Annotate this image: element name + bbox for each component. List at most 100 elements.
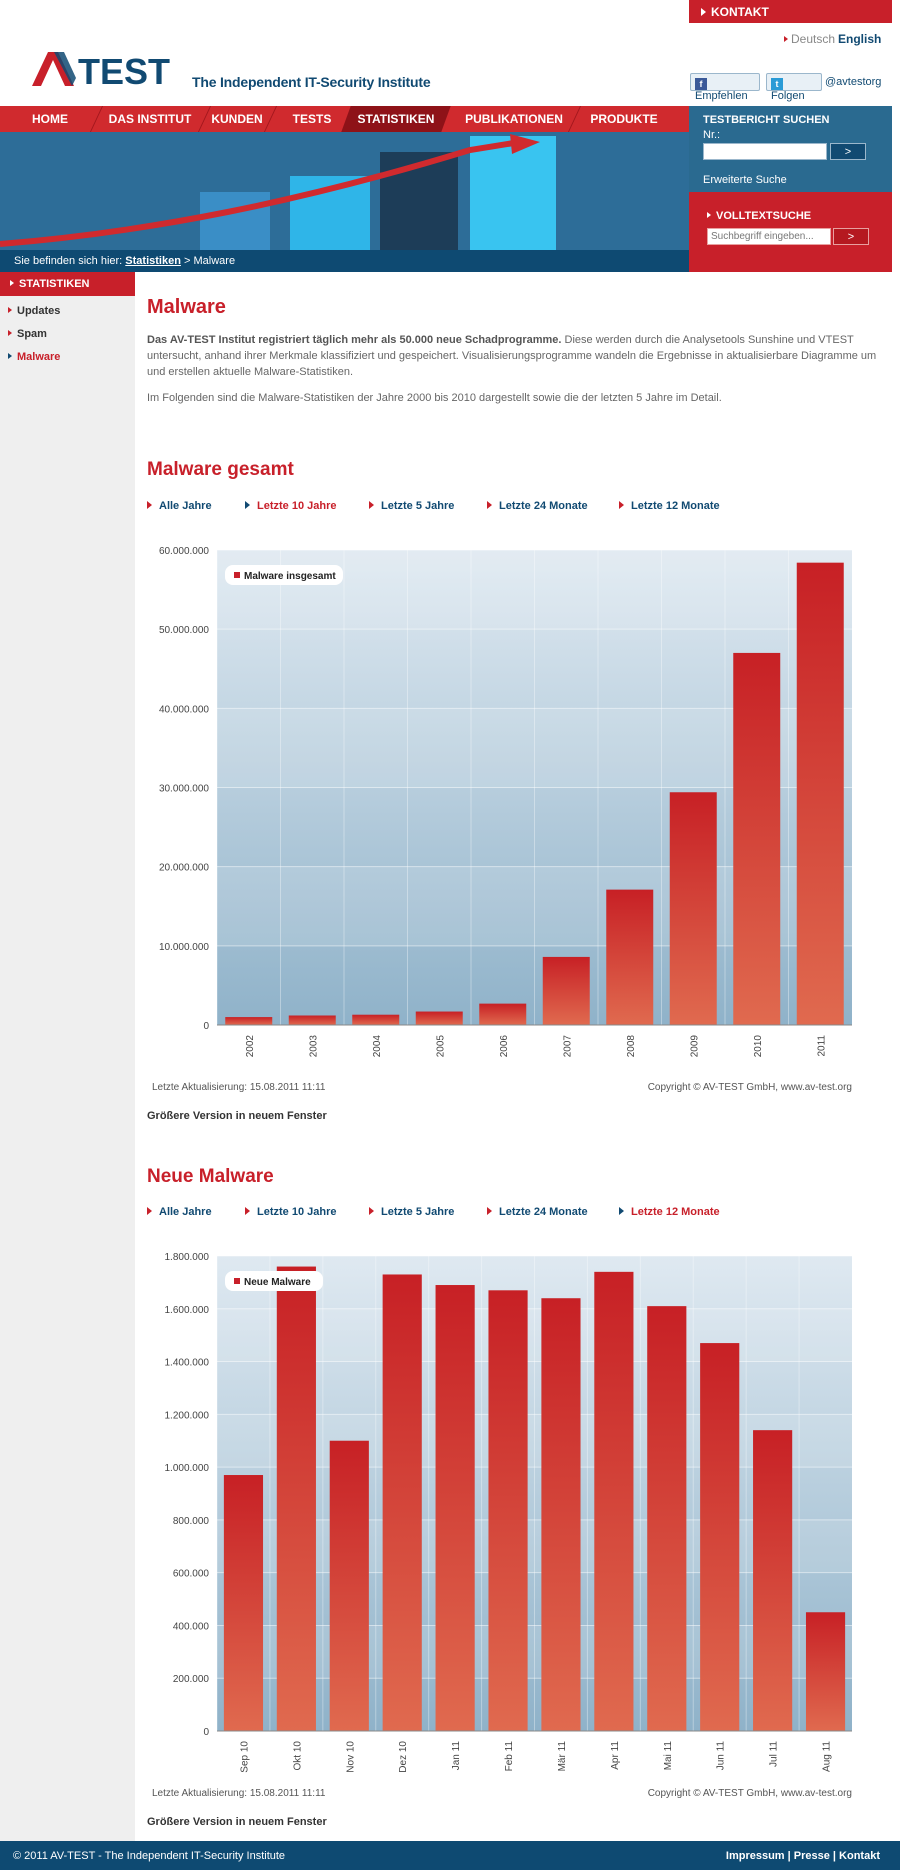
arrow-head-icon: [510, 134, 540, 154]
nav-produkte[interactable]: PRODUKTE: [590, 112, 658, 126]
range-label: Letzte 5 Jahre: [381, 1206, 455, 1218]
breadcrumb-link-statistiken[interactable]: Statistiken: [125, 255, 181, 267]
nav-das-institut[interactable]: DAS INSTITUT: [108, 112, 192, 126]
sidebar-item-malware[interactable]: Malware: [8, 351, 60, 363]
language-english[interactable]: English: [838, 32, 882, 46]
y-tick-label: 600.000: [173, 1569, 210, 1580]
language-german[interactable]: Deutsch: [784, 32, 835, 46]
arrow-right-icon: [619, 1207, 624, 1215]
x-tick-label: 2003: [308, 1035, 319, 1058]
range-letzte-12-monate[interactable]: Letzte 12 Monate: [619, 1206, 720, 1218]
range-alle-jahre[interactable]: Alle Jahre: [147, 500, 212, 512]
bar: [542, 956, 590, 1025]
range-label: Letzte 5 Jahre: [381, 500, 455, 512]
report-search-panel: TESTBERICHT SUCHEN Nr.: > Erweiterte Suc…: [689, 106, 892, 192]
y-tick-label: 1.800.000: [165, 1252, 210, 1263]
chart-neue-malware: 0 200.000 400.000 600.000 800.000 1.000.000 1.…: [147, 1246, 887, 1806]
bar: [594, 1271, 634, 1731]
nav-kunden[interactable]: KUNDEN: [211, 112, 263, 126]
range-letzte-24-monate[interactable]: Letzte 24 Monate: [487, 500, 588, 512]
bar: [415, 1011, 463, 1025]
y-tick-label: 0: [203, 1727, 209, 1738]
banner-graphic: [0, 132, 690, 250]
report-search-title: TESTBERICHT SUCHEN: [703, 114, 830, 126]
fulltext-search-button[interactable]: >: [833, 228, 869, 245]
report-number-label: Nr.:: [703, 129, 721, 141]
bigger-version-link[interactable]: Größere Version in neuem Fenster: [147, 1816, 327, 1828]
copyright-text: Copyright © AV-TEST GmbH, www.av-test.or…: [648, 1788, 852, 1799]
bar: [288, 1015, 336, 1025]
avtest-logo[interactable]: TEST: [32, 48, 192, 92]
range-label: Letzte 10 Jahre: [257, 1206, 337, 1218]
y-tick-label: 1.200.000: [165, 1410, 210, 1421]
y-tick-label: 10.000.000: [159, 942, 209, 953]
range-letzte-5-jahre[interactable]: Letzte 5 Jahre: [369, 500, 454, 512]
intro-paragraph-2: Im Folgenden sind die Malware-Statistike…: [147, 392, 722, 404]
sidebar-title-text: STATISTIKEN: [19, 278, 90, 290]
kontakt-link[interactable]: KONTAKT: [689, 0, 892, 23]
facebook-recommend-button[interactable]: fEmpfehlen: [690, 73, 760, 102]
legend-label: Neue Malware: [244, 1277, 311, 1288]
arrow-right-icon: [487, 501, 492, 509]
bar: [647, 1306, 687, 1731]
nav-publikationen[interactable]: PUBLIKATIONEN: [465, 112, 563, 126]
bar: [669, 792, 717, 1025]
bar: [225, 1017, 273, 1025]
advanced-search-link[interactable]: Erweiterte Suche: [703, 174, 787, 186]
footer: © 2011 AV-TEST - The Independent IT-Secu…: [0, 1841, 900, 1870]
x-tick-label: Jul 11: [769, 1741, 780, 1767]
range-letzte-12-monate[interactable]: Letzte 12 Monate: [619, 500, 720, 512]
bar: [733, 652, 781, 1025]
arrow-right-icon: [369, 501, 374, 509]
twitter-follow-button[interactable]: tFolgen: [766, 73, 822, 102]
bigger-version-link[interactable]: Größere Version in neuem Fenster: [147, 1110, 327, 1122]
bar: [276, 1266, 316, 1731]
range-label: Letzte 24 Monate: [499, 500, 588, 512]
range-letzte-10-jahre[interactable]: Letzte 10 Jahre: [245, 500, 336, 512]
bar: [796, 562, 844, 1025]
logo-wordmark: TEST: [78, 51, 170, 90]
chart-svg: 0 200.000 400.000 600.000 800.000 1.000.000 1.…: [152, 1252, 852, 1799]
fulltext-search-input[interactable]: Suchbegriff eingeben...: [707, 228, 831, 245]
twitter-handle-link[interactable]: @avtestorg: [825, 76, 882, 88]
sidebar-item-label: Malware: [17, 351, 61, 363]
fulltext-search-title: VOLLTEXTSUCHE: [707, 210, 811, 222]
arrow-right-icon: [8, 330, 12, 336]
y-tick-label: 40.000.000: [159, 704, 209, 715]
nav-tests[interactable]: TESTS: [292, 112, 332, 126]
x-tick-label: Jan 11: [451, 1741, 462, 1771]
y-tick-label: 0: [203, 1021, 209, 1032]
breadcrumb-current: Malware: [193, 255, 236, 267]
footer-links[interactable]: Impressum | Presse | Kontakt: [725, 1850, 880, 1862]
grid-band: [217, 1625, 852, 1679]
facebook-icon: f: [695, 78, 707, 90]
report-search-button[interactable]: >: [830, 143, 866, 160]
x-tick-label: 2009: [689, 1035, 700, 1058]
range-letzte-10-jahre[interactable]: Letzte 10 Jahre: [245, 1206, 336, 1218]
x-tick-label: 2011: [816, 1035, 827, 1057]
sidebar-title: STATISTIKEN: [0, 272, 135, 296]
arrow-right-icon: [619, 501, 624, 509]
intro-bold: Das AV-TEST Institut registriert täglich…: [147, 334, 562, 346]
sidebar-item-updates[interactable]: Updates: [8, 305, 60, 317]
nav-statistiken[interactable]: STATISTIKEN: [357, 112, 435, 126]
logo-graphic: TEST: [32, 51, 170, 92]
range-letzte-24-monate[interactable]: Letzte 24 Monate: [487, 1206, 588, 1218]
banner-trend-arrow: [0, 139, 521, 247]
report-number-input[interactable]: [703, 143, 827, 160]
nav-home[interactable]: HOME: [32, 112, 68, 126]
range-letzte-5-jahre[interactable]: Letzte 5 Jahre: [369, 1206, 454, 1218]
legend: Malware insgesamt: [225, 565, 343, 585]
page-title: Malware: [147, 296, 226, 318]
main-navigation: HOME DAS INSTITUT KUNDEN TESTS STATISTIK…: [0, 106, 700, 132]
range-alle-jahre[interactable]: Alle Jahre: [147, 1206, 212, 1218]
x-tick-label: Jun 11: [716, 1741, 727, 1771]
range-label: Letzte 10 Jahre: [257, 500, 337, 512]
sidebar-item-label: Updates: [17, 305, 61, 317]
y-tick-label: 20.000.000: [159, 863, 209, 874]
sidebar-item-spam[interactable]: Spam: [8, 328, 47, 340]
legend-box: [225, 1271, 323, 1291]
grid-band: [217, 1308, 852, 1362]
x-tick-label: 2010: [753, 1035, 764, 1058]
grid-band: [217, 1519, 852, 1573]
